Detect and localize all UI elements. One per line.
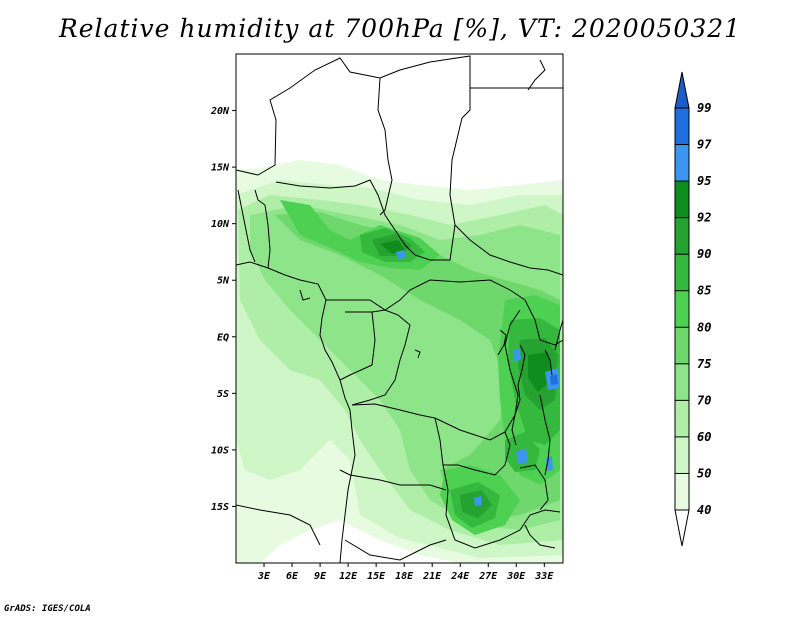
colorbar-label: 85 bbox=[697, 284, 711, 298]
humidity-field bbox=[236, 54, 563, 563]
lon-tick-label: 24E bbox=[450, 571, 470, 582]
rh-97-spot bbox=[550, 374, 558, 385]
lat-tick-label: 15S bbox=[211, 502, 229, 513]
colorbar-label: 95 bbox=[697, 174, 711, 188]
rh-95-spot bbox=[396, 250, 406, 259]
colorbar-label: 60 bbox=[697, 430, 711, 444]
rh-92-region bbox=[380, 240, 405, 254]
lon-tick-label: 3E bbox=[257, 571, 271, 582]
colorbar-top-arrow bbox=[674, 71, 690, 109]
colorbar-segment bbox=[675, 144, 689, 182]
lon-tick-label: 6E bbox=[286, 571, 299, 582]
colorbar-segment bbox=[675, 290, 689, 328]
rh-95-spot bbox=[516, 448, 528, 464]
lat-tick-label: 10N bbox=[211, 219, 230, 230]
lon-tick-label: 18E bbox=[395, 571, 414, 582]
lon-tick-label: 33E bbox=[534, 571, 554, 582]
credit-text: GrADS: IGES/COLA bbox=[4, 604, 91, 614]
colorbar-label: 99 bbox=[697, 101, 711, 115]
longitude-axis: 3E 6E 9E 12E 15E 18E 21E 24E 27E 30E 33E bbox=[257, 563, 554, 582]
lat-tick-label: 5N bbox=[217, 276, 230, 287]
rh-95-spot bbox=[474, 496, 482, 506]
rh-75-region bbox=[275, 212, 560, 520]
colorbar-label: 70 bbox=[697, 393, 711, 407]
colorbar-label: 75 bbox=[697, 357, 711, 371]
colorbar-label: 97 bbox=[697, 138, 712, 152]
colorbar-segment bbox=[675, 400, 689, 437]
colorbar-segment bbox=[675, 473, 689, 510]
colorbar-segment bbox=[675, 108, 689, 145]
colorbar-label: 40 bbox=[697, 503, 711, 517]
lon-tick-label: 21E bbox=[422, 571, 442, 582]
colorbar-segment bbox=[675, 254, 689, 291]
colorbar-label: 92 bbox=[697, 211, 711, 225]
colorbar-bottom-arrow bbox=[674, 509, 690, 547]
colorbar-segment bbox=[675, 363, 689, 401]
lat-tick-label: EQ bbox=[217, 332, 229, 343]
lon-tick-label: 12E bbox=[339, 571, 358, 582]
colorbar-label: 90 bbox=[697, 247, 711, 261]
lon-tick-label: 30E bbox=[506, 571, 526, 582]
lon-tick-label: 27E bbox=[478, 571, 498, 582]
map-frame bbox=[235, 53, 564, 564]
lat-tick-label: 20N bbox=[210, 106, 230, 117]
colorbar-segment bbox=[675, 436, 689, 474]
latitude-axis: 20N 15N 10N 5N EQ 5S 10S 15S bbox=[210, 106, 236, 513]
lat-tick-label: 5S bbox=[217, 389, 229, 400]
lat-tick-label: 15N bbox=[211, 163, 230, 174]
lon-tick-label: 15E bbox=[367, 571, 386, 582]
colorbar-label: 80 bbox=[697, 320, 711, 334]
country-borders bbox=[236, 55, 563, 563]
map-title: Relative humidity at 700hPa [%], VT: 202… bbox=[58, 14, 742, 43]
colorbar: 99 97 95 92 90 85 80 75 70 60 50 40 bbox=[674, 71, 712, 547]
colorbar-label: 50 bbox=[697, 466, 711, 480]
rh-95-spot bbox=[513, 348, 521, 361]
rh-92-region-east bbox=[528, 352, 552, 392]
colorbar-segment bbox=[675, 181, 689, 218]
colorbar-segment bbox=[675, 327, 689, 364]
lat-tick-label: 10S bbox=[211, 445, 229, 456]
colorbar-segment bbox=[675, 217, 689, 255]
lon-tick-label: 9E bbox=[314, 571, 327, 582]
